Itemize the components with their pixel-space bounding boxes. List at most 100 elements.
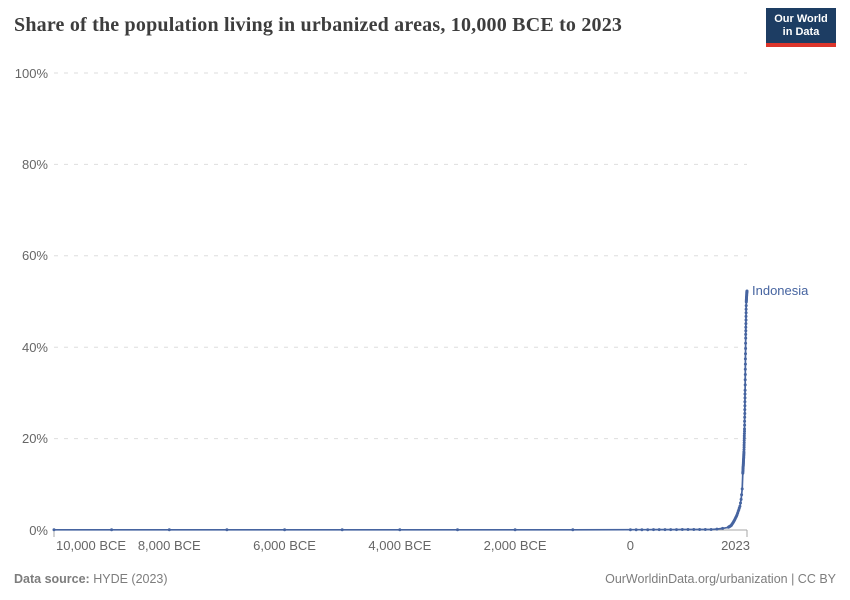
data-point: [742, 443, 746, 447]
data-point: [646, 528, 650, 532]
data-point: [721, 526, 725, 530]
data-point: [571, 528, 575, 532]
data-point: [739, 497, 743, 501]
x-tick-label: 2023: [721, 538, 750, 553]
data-point: [744, 341, 748, 345]
data-point: [742, 432, 746, 436]
data-point: [743, 427, 746, 431]
data-point: [110, 528, 114, 532]
x-tick-label: 0: [626, 538, 635, 553]
data-source-value: HYDE (2023): [89, 572, 168, 586]
data-point: [743, 400, 747, 404]
data-point: [743, 388, 747, 392]
owid-url-license-link[interactable]: OurWorldinData.org/urbanization | CC BY: [605, 572, 836, 586]
data-point: [692, 528, 696, 531]
y-tick-label: 40%: [21, 339, 48, 355]
x-tick-label: 4,000 BCE: [368, 538, 432, 553]
data-point: [743, 383, 747, 387]
owid-logo-line1: Our World: [774, 12, 828, 25]
y-tick-label: 80%: [21, 156, 48, 172]
y-tick-label: 20%: [21, 431, 48, 447]
chart-title: Share of the population living in urbani…: [14, 14, 623, 36]
data-point: [740, 487, 744, 491]
data-point: [743, 378, 747, 382]
data-point: [657, 528, 661, 532]
owid-logo-line2: in Data: [782, 25, 820, 38]
data-point: [744, 311, 748, 315]
y-tick-label: 0%: [29, 522, 48, 538]
series-line: [54, 290, 748, 531]
data-point: [742, 441, 746, 445]
data-point: [742, 448, 746, 452]
data-point: [283, 528, 287, 532]
x-tick-label: 6,000 BCE: [253, 538, 316, 553]
data-point: [698, 528, 702, 531]
data-point: [744, 329, 748, 333]
data-point: [398, 528, 402, 532]
data-point: [744, 318, 748, 322]
x-tick-label: 2,000 BCE: [483, 538, 547, 553]
data-point: [669, 528, 673, 532]
data-point: [743, 423, 747, 427]
data-point: [743, 412, 747, 415]
x-tick-label: 8,000 BCE: [137, 538, 201, 553]
data-point: [742, 436, 746, 440]
y-tick-label: 100%: [14, 65, 48, 81]
data-point: [744, 304, 748, 308]
data-point: [743, 429, 746, 433]
data-point: [744, 332, 748, 336]
data-point: [743, 415, 747, 419]
data-point: [743, 396, 747, 400]
data-point: [743, 362, 747, 366]
data-point: [744, 307, 748, 311]
data-point: [340, 528, 344, 532]
data-point: [715, 527, 719, 531]
data-point: [652, 528, 655, 532]
y-tick-label: 60%: [21, 248, 48, 264]
data-point: [738, 504, 742, 508]
data-series-indonesia[interactable]: [52, 289, 749, 532]
data-source-label: Data source:: [14, 572, 90, 586]
data-point: [739, 501, 742, 505]
data-point: [744, 347, 748, 350]
data-point: [675, 528, 678, 532]
data-point: [744, 314, 748, 318]
data-point: [743, 367, 747, 371]
data-point: [744, 325, 748, 329]
data-point: [225, 528, 229, 532]
data-point: [743, 357, 747, 361]
data-source-note: Data source: HYDE (2023): [14, 572, 168, 586]
data-point: [663, 528, 667, 532]
data-point: [634, 528, 638, 532]
data-point: [743, 404, 747, 408]
data-point: [709, 528, 713, 531]
data-point: [742, 438, 746, 442]
data-point: [686, 528, 690, 531]
data-point: [744, 322, 748, 326]
owid-logo[interactable]: Our World in Data: [766, 8, 836, 47]
data-point: [744, 352, 747, 356]
data-point: [744, 336, 748, 340]
data-point: [703, 528, 707, 531]
data-point: [740, 493, 744, 497]
data-point: [742, 450, 746, 454]
data-point: [52, 528, 56, 532]
data-point: [743, 419, 747, 423]
data-point: [743, 408, 747, 412]
data-point: [628, 528, 632, 532]
data-point: [745, 289, 749, 293]
data-point: [640, 528, 644, 532]
data-point: [680, 528, 684, 531]
data-point: [743, 392, 747, 396]
x-tick-label: 10,000 BCE: [56, 538, 127, 553]
data-point: [743, 373, 747, 376]
series-label-indonesia[interactable]: Indonesia: [752, 282, 809, 298]
data-point: [742, 445, 746, 449]
data-point: [167, 528, 171, 532]
data-point: [513, 528, 517, 532]
chart-footer: Data source: HYDE (2023) OurWorldinData.…: [14, 570, 836, 586]
data-point: [742, 434, 746, 438]
data-point: [456, 528, 459, 532]
